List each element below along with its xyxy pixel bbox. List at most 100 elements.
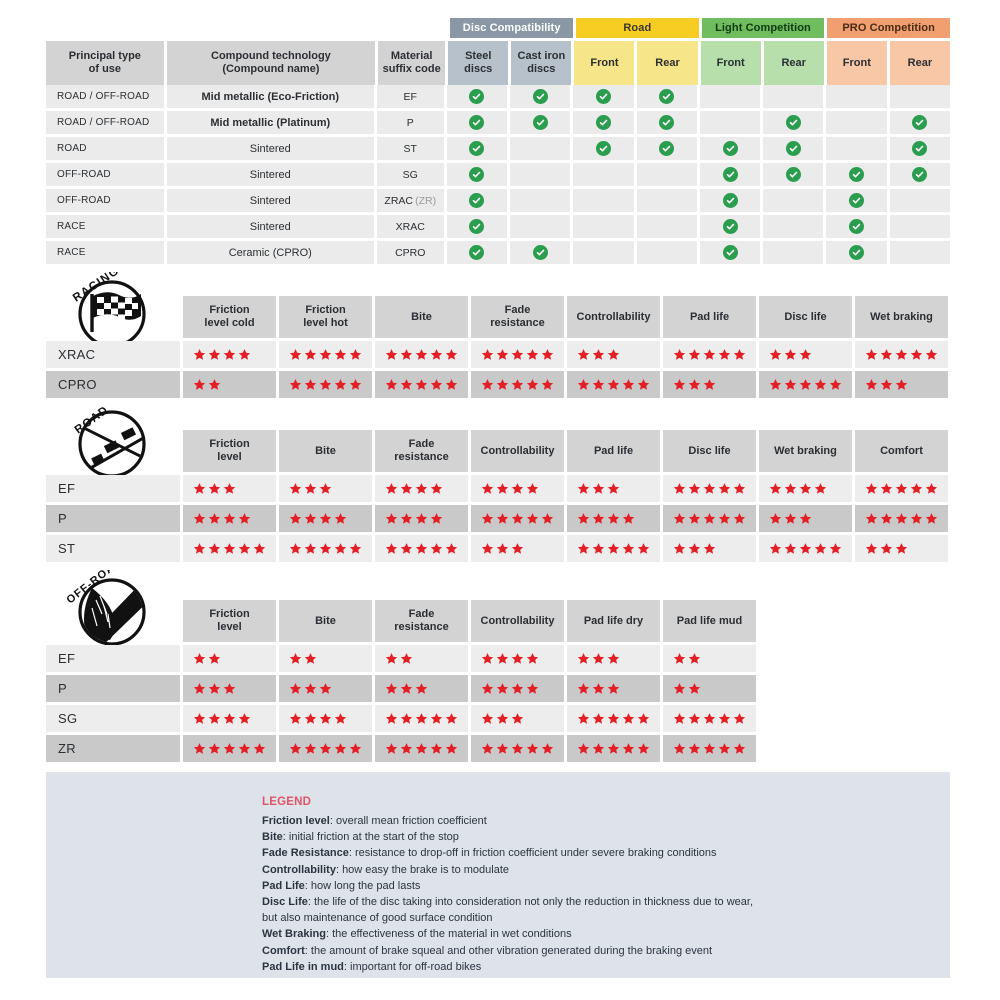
check-icon [785,167,801,182]
star-icon [445,743,458,754]
legend-term: Fade Resistance [262,847,349,860]
table-row: ST [46,535,950,562]
rating-cell [567,475,660,502]
star-icon [526,743,539,754]
star-icon [193,713,206,724]
cell-compatibility-6 [826,189,887,212]
star-icon [385,713,398,724]
col-header-cast-iron-discs: Cast iron discs [511,41,572,85]
star-rating [577,512,635,525]
rating-cell [279,371,372,398]
col-header-pad-life-dry: Pad life dry [567,600,660,642]
star-icon [304,743,317,754]
cell-compatibility-1 [510,85,571,108]
col-header-compound-technology: Compound technology (Compound name) [166,41,376,85]
legend-entries: Friction level: overall mean friction co… [262,813,920,975]
star-icon [193,513,206,524]
star-icon [289,483,302,494]
col-header-road-rear: Rear [637,41,698,85]
road-ratings-table: Friction level Bite Fade resistance Controlla… [46,430,950,562]
rating-cell [183,735,276,762]
legend-entry: Pad Life in mud: important for off-road … [262,959,920,975]
rating-cell [183,475,276,502]
star-rating [193,652,221,665]
compatibility-table-body: ROAD / OFF-ROAD Mid metallic (Eco-Frictio… [46,85,950,264]
star-icon [334,349,347,360]
star-icon [577,543,590,554]
rating-cell [471,535,564,562]
star-icon [784,379,797,390]
star-icon [319,349,332,360]
rating-cell [375,735,468,762]
star-icon [865,483,878,494]
star-icon [733,349,746,360]
col-header-fade: Fade resistance [375,600,468,642]
star-icon [445,713,458,724]
legend-description: : the effectiveness of the material in w… [325,928,572,941]
offroad-ratings-table: Friction level Bite Fade resistance Controlla… [46,600,950,762]
star-icon [385,483,398,494]
col-header-code-line1: Material [390,50,433,63]
star-rating [865,378,908,391]
star-icon [607,513,620,524]
legend-term: Bite [262,831,283,844]
star-icon [334,743,347,754]
star-icon [289,543,302,554]
star-rating [673,378,716,391]
legend-title: LEGEND [262,796,312,808]
star-icon [607,713,620,724]
star-icon [496,683,509,694]
legend-entry: Controllability: how easy the brake is t… [262,862,920,878]
col-header-fade: Fade resistance [471,296,564,338]
cell-compatibility-4 [699,111,761,134]
star-icon [304,713,317,724]
table-row: P [46,675,950,702]
star-icon [400,743,413,754]
star-icon [193,743,206,754]
star-icon [445,349,458,360]
star-icon [703,743,716,754]
star-icon [895,513,908,524]
star-rating [673,742,746,755]
star-icon [430,513,443,524]
cell-compatibility-4 [699,137,761,160]
table-row: ROAD / OFF-ROAD Mid metallic (Eco-Frictio… [46,85,950,108]
star-icon [496,713,509,724]
check-icon [469,193,485,208]
star-rating [673,542,716,555]
star-icon [289,743,302,754]
check-icon [722,141,738,156]
star-rating [193,482,236,495]
cell-compatibility-5 [763,137,824,160]
check-icon [659,115,675,130]
star-icon [319,483,332,494]
header-row: Friction level Bite Fade resistance Controlla… [46,600,950,642]
col-header-pad-life: Pad life [663,296,756,338]
legend-term: Wet Braking [262,928,326,941]
star-rating [577,542,650,555]
star-icon [865,349,878,360]
check-icon [912,167,928,182]
star-icon [814,483,827,494]
col-header-light-rear: Rear [763,41,824,85]
star-icon [415,513,428,524]
col-header-pro-front: Front [826,41,887,85]
star-icon [304,543,317,554]
rating-cell [471,705,564,732]
star-icon [415,483,428,494]
cell-compatibility-7 [889,215,950,238]
star-rating [193,742,266,755]
star-icon [238,743,251,754]
star-icon [385,513,398,524]
star-icon [895,379,908,390]
star-icon [718,349,731,360]
star-icon [385,653,398,664]
star-icon [577,683,590,694]
star-icon [400,349,413,360]
star-rating [289,542,362,555]
star-icon [511,543,524,554]
star-icon [526,379,539,390]
cell-compatibility-2 [573,215,634,238]
legend-entry: Comfort: the amount of brake squeal and … [262,943,920,959]
header-row: Friction level cold Friction level hot Bite F… [46,296,950,338]
